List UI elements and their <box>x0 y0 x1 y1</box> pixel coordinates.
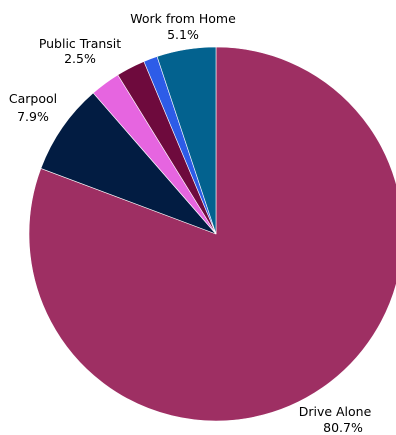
pie-slice-drive-alone <box>28 46 396 422</box>
value-carpool: 7.9% <box>17 109 49 124</box>
pie-slice-carpool <box>40 92 217 235</box>
pie-slice-work-from-home <box>156 46 217 235</box>
label-work-from-home: Work from Home <box>130 11 236 26</box>
value-work-from-home: 5.1% <box>167 27 199 42</box>
label-drive-alone: Drive Alone <box>299 404 372 419</box>
value-public-transit: 2.5% <box>64 51 96 66</box>
pie-slices <box>28 46 396 422</box>
pie-labels: Drive Alone 80.7% Carpool 7.9% Public Tr… <box>9 11 372 435</box>
label-public-transit: Public Transit <box>39 36 121 51</box>
value-drive-alone: 80.7% <box>323 420 363 435</box>
label-carpool: Carpool <box>9 91 57 106</box>
